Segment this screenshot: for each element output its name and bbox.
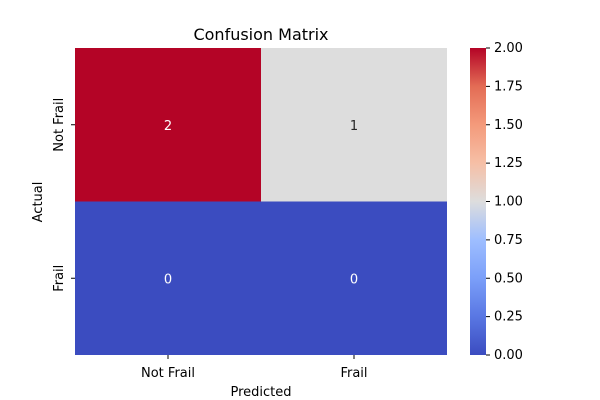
colorbar-tick-label: 0.25: [494, 310, 523, 325]
heatmap-cell: [75, 48, 261, 202]
colorbar-ticks: 0.00 0.25 0.50 0.75 1.00 1.25 1.50 1.75 2.00: [486, 41, 523, 363]
colorbar-tick-label: 2.00: [494, 41, 523, 56]
y-tick-label: Frail: [52, 265, 67, 292]
colorbar-gradient: [470, 48, 486, 355]
y-axis-label: Actual: [31, 182, 46, 223]
colorbar-tick-label: 1.00: [494, 195, 523, 210]
chart-title: Confusion Matrix: [193, 25, 328, 44]
y-axis: Not Frail Frail: [52, 98, 75, 292]
heatmap-cell: [261, 201, 447, 355]
heatmap-cell-label: 0: [164, 272, 172, 287]
colorbar-tick-label: 1.25: [494, 156, 523, 171]
colorbar-tick-label: 0.50: [494, 271, 523, 286]
heatmap-cell: [75, 201, 261, 355]
colorbar-tick-label: 1.50: [494, 118, 523, 133]
heatmap-cells: [75, 48, 447, 355]
x-axis-label: Predicted: [230, 385, 291, 400]
heatmap-cell-label: 2: [164, 119, 172, 134]
heatmap-cell-labels: 2 1 0 0: [164, 119, 358, 288]
y-tick-label: Not Frail: [52, 98, 67, 152]
heatmap-cell-label: 0: [350, 272, 358, 287]
colorbar-tick-label: 1.75: [494, 79, 523, 94]
x-axis: Not Frail Frail: [141, 355, 368, 381]
x-tick-label: Frail: [340, 366, 367, 381]
colorbar-tick-label: 0.00: [494, 348, 523, 363]
heatmap-cell: [261, 48, 447, 202]
colorbar-tick-label: 0.75: [494, 233, 523, 248]
x-tick-label: Not Frail: [141, 366, 195, 381]
colorbar: 0.00 0.25 0.50 0.75 1.00 1.25 1.50 1.75 2.00: [470, 41, 523, 363]
heatmap-cell-label: 1: [350, 119, 358, 134]
